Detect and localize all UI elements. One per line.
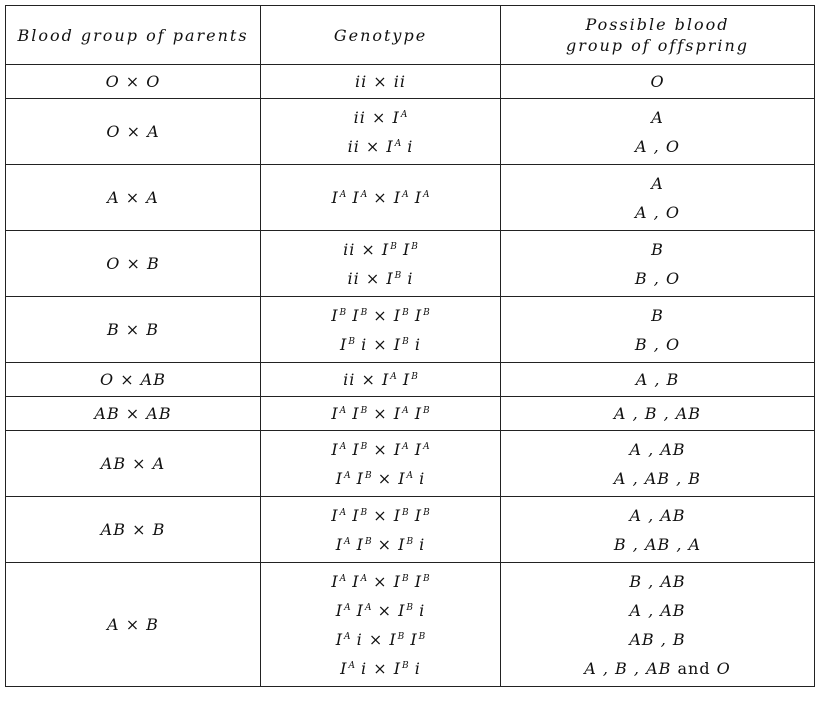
genotype-line: IA i × IB IB [335,629,426,649]
table-row: O × O ii × ii O [5,64,815,99]
cell-offspring: A , AB A , AB , B [500,430,815,497]
table-row: AB × B IA IB × IB IB IA IB × IB i A , AB B ,… [5,496,815,563]
genotype-line: IA IB × IA i [335,468,426,488]
header-offspring: Possible blood group of offspring [500,5,815,65]
offspring-line: A , B [635,370,680,389]
cell-offspring: B B , O [500,230,815,297]
header-parents: Blood group of parents [5,5,261,65]
offspring-line: AB , B [629,629,686,649]
genotype-line: IA IB × IB IB [331,505,430,525]
cell-offspring: A , B [500,362,815,397]
offspring-line: B , O [634,268,681,288]
cell-parents: O × B [5,230,261,297]
offspring-line: O [650,72,665,91]
cell-parents: O × A [5,98,261,165]
cell-parents: A × B [5,562,261,687]
cell-genotype: ii × ii [260,64,501,99]
cell-offspring: A A , O [500,98,815,165]
offspring-line: B [651,239,664,259]
table-row: O × B ii × IB IB ii × IB i B B , O [5,230,815,297]
cell-offspring: B B , O [500,296,815,363]
offspring-line: B , AB [629,571,686,591]
genotype-line: ii × IA i [347,136,414,156]
cell-genotype: IB IB × IB IB IB i × IB i [260,296,501,363]
cell-parents: O × AB [5,362,261,397]
offspring-line: A , B , AB [613,404,702,423]
cell-parents: A × A [5,164,261,231]
cell-offspring: A , AB B , AB , A [500,496,815,563]
genotype-line: IA IA × IB IB [331,571,430,591]
cell-genotype: ii × IB IB ii × IB i [260,230,501,297]
cell-parents: B × B [5,296,261,363]
table-row: A × A IA IA × IA IA A A , O [5,164,815,231]
offspring-line: A , AB [629,505,686,525]
header-row: Blood group of parents Genotype Possible… [5,5,815,65]
header-genotype: Genotype [260,5,501,65]
cell-parents: AB × A [5,430,261,497]
offspring-line: A , O [635,202,680,222]
genotype-line: ii × IA [353,107,408,127]
cell-parents: AB × AB [5,396,261,431]
genotype-line: IA IA × IB i [335,600,426,620]
genotype-line: IB IB × IB IB [331,305,430,325]
offspring-line: A , AB [629,600,686,620]
cell-genotype: ii × IA ii × IA i [260,98,501,165]
table-row: O × AB ii × IA IB A , B [5,362,815,397]
blood-group-table: Blood group of parents Genotype Possible… [5,5,815,687]
genotype-line: IB i × IB i [340,334,421,354]
table-row: O × A ii × IA ii × IA i A A , O [5,98,815,165]
genotype-line: IA IB × IA IB [331,404,430,423]
genotype-line: IA IB × IB i [335,534,426,554]
offspring-line: B [651,305,664,325]
cell-offspring: O [500,64,815,99]
cell-offspring: A , B , AB [500,396,815,431]
offspring-line: A [651,107,664,127]
offspring-line: A , AB [629,439,686,459]
cell-genotype: IA IA × IB IB IA IA × IB i IA i × IB IB IA … [260,562,501,687]
cell-genotype: ii × IA IB [260,362,501,397]
table-body: O × O ii × ii O O × A ii × IA ii × IA i A A , O… [5,64,815,687]
offspring-line: A [651,173,664,193]
cell-genotype: IA IB × IA IA IA IB × IA i [260,430,501,497]
genotype-line: ii × IB i [347,268,414,288]
genotype-line: IA IB × IA IA [331,439,430,459]
offspring-line: A , B , AB and O [584,658,731,678]
cell-offspring: A A , O [500,164,815,231]
genotype-line: IA IA × IA IA [331,188,430,207]
offspring-line: B , AB , A [613,534,702,554]
cell-parents: AB × B [5,496,261,563]
offspring-line: A , AB , B [613,468,702,488]
genotype-line: ii × ii [354,72,407,91]
cell-genotype: IA IB × IB IB IA IB × IB i [260,496,501,563]
cell-offspring: B , AB A , AB AB , B A , B , AB and O [500,562,815,687]
genotype-line: IA i × IB i [340,658,421,678]
cell-parents: O × O [5,64,261,99]
table-row: B × B IB IB × IB IB IB i × IB i B B , O [5,296,815,363]
genotype-line: ii × IA IB [343,370,418,389]
table-row: AB × AB IA IB × IA IB A , B , AB [5,396,815,431]
cell-genotype: IA IB × IA IB [260,396,501,431]
offspring-line: A , O [635,136,680,156]
genotype-line: ii × IB IB [343,239,418,259]
cell-genotype: IA IA × IA IA [260,164,501,231]
table-row: A × B IA IA × IB IB IA IA × IB i IA i × IB … [5,562,815,687]
offspring-line: B , O [634,334,681,354]
